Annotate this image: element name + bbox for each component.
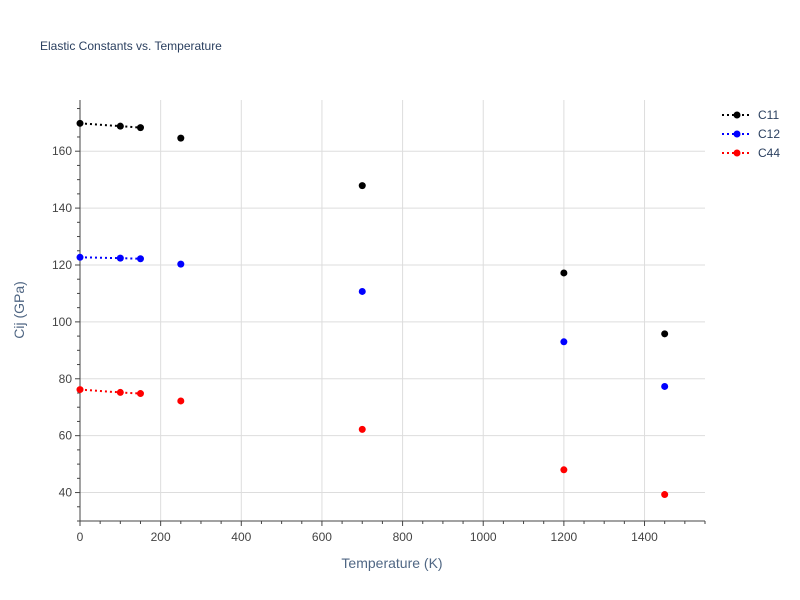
y-axis-ticks: 40 60 80 100 120 140 160 [52, 144, 72, 499]
series-segment [79, 256, 121, 260]
data-point[interactable] [76, 386, 84, 394]
data-point[interactable] [560, 338, 568, 346]
data-point[interactable] [177, 260, 185, 268]
x-tick-label: 1000 [470, 530, 497, 544]
series-c11 [76, 119, 669, 338]
y-tick-label: 40 [59, 486, 73, 500]
series-c12 [76, 253, 669, 390]
data-point[interactable] [661, 330, 669, 338]
legend-label: C44 [758, 146, 780, 160]
x-axis-title: Temperature (K) [341, 555, 442, 571]
y-tick-label: 60 [59, 429, 73, 443]
data-point[interactable] [136, 390, 144, 398]
data-point[interactable] [661, 491, 669, 499]
x-axis-ticks: 0 200 400 600 800 1000 1200 1400 [77, 530, 659, 544]
series-layer [76, 119, 669, 499]
x-tick-label: 600 [312, 530, 332, 544]
data-point[interactable] [116, 254, 124, 262]
data-point[interactable] [116, 388, 124, 396]
chart-title: Elastic Constants vs. Temperature [40, 39, 222, 53]
data-point[interactable] [560, 466, 568, 474]
legend-item-c11[interactable]: C11 [722, 108, 779, 122]
x-tick-label: 200 [151, 530, 171, 544]
x-tick-label: 800 [393, 530, 413, 544]
legend-item-c12[interactable]: C12 [722, 127, 780, 141]
y-tick-label: 100 [52, 315, 72, 329]
data-point[interactable] [177, 397, 185, 405]
x-tick-label: 400 [231, 530, 251, 544]
y-tick-label: 140 [52, 201, 72, 215]
data-point[interactable] [358, 425, 366, 433]
legend[interactable]: C11 C12 C44 [722, 108, 780, 160]
x-tick-label: 0 [77, 530, 84, 544]
legend-marker [733, 149, 741, 157]
data-point[interactable] [358, 182, 366, 190]
data-point[interactable] [136, 255, 144, 263]
y-tick-label: 120 [52, 258, 72, 272]
x-tick-label: 1200 [551, 530, 578, 544]
data-point[interactable] [76, 253, 84, 261]
legend-label: C11 [758, 108, 779, 122]
legend-marker [733, 111, 741, 119]
legend-label: C12 [758, 127, 780, 141]
series-c44 [76, 386, 669, 499]
y-axis-title: Cij (GPa) [11, 281, 27, 339]
y-tick-label: 80 [59, 372, 73, 386]
legend-item-c44[interactable]: C44 [722, 146, 780, 160]
data-point[interactable] [76, 119, 84, 127]
axes [75, 100, 706, 526]
legend-marker [733, 130, 741, 138]
series-segment [79, 388, 121, 394]
y-tick-label: 160 [52, 144, 72, 158]
data-point[interactable] [136, 124, 144, 132]
data-point[interactable] [661, 382, 669, 390]
data-point[interactable] [116, 122, 124, 130]
data-point[interactable] [358, 287, 366, 295]
data-point[interactable] [560, 269, 568, 277]
series-segment [79, 122, 121, 128]
x-tick-label: 1400 [631, 530, 658, 544]
data-point[interactable] [177, 134, 185, 142]
